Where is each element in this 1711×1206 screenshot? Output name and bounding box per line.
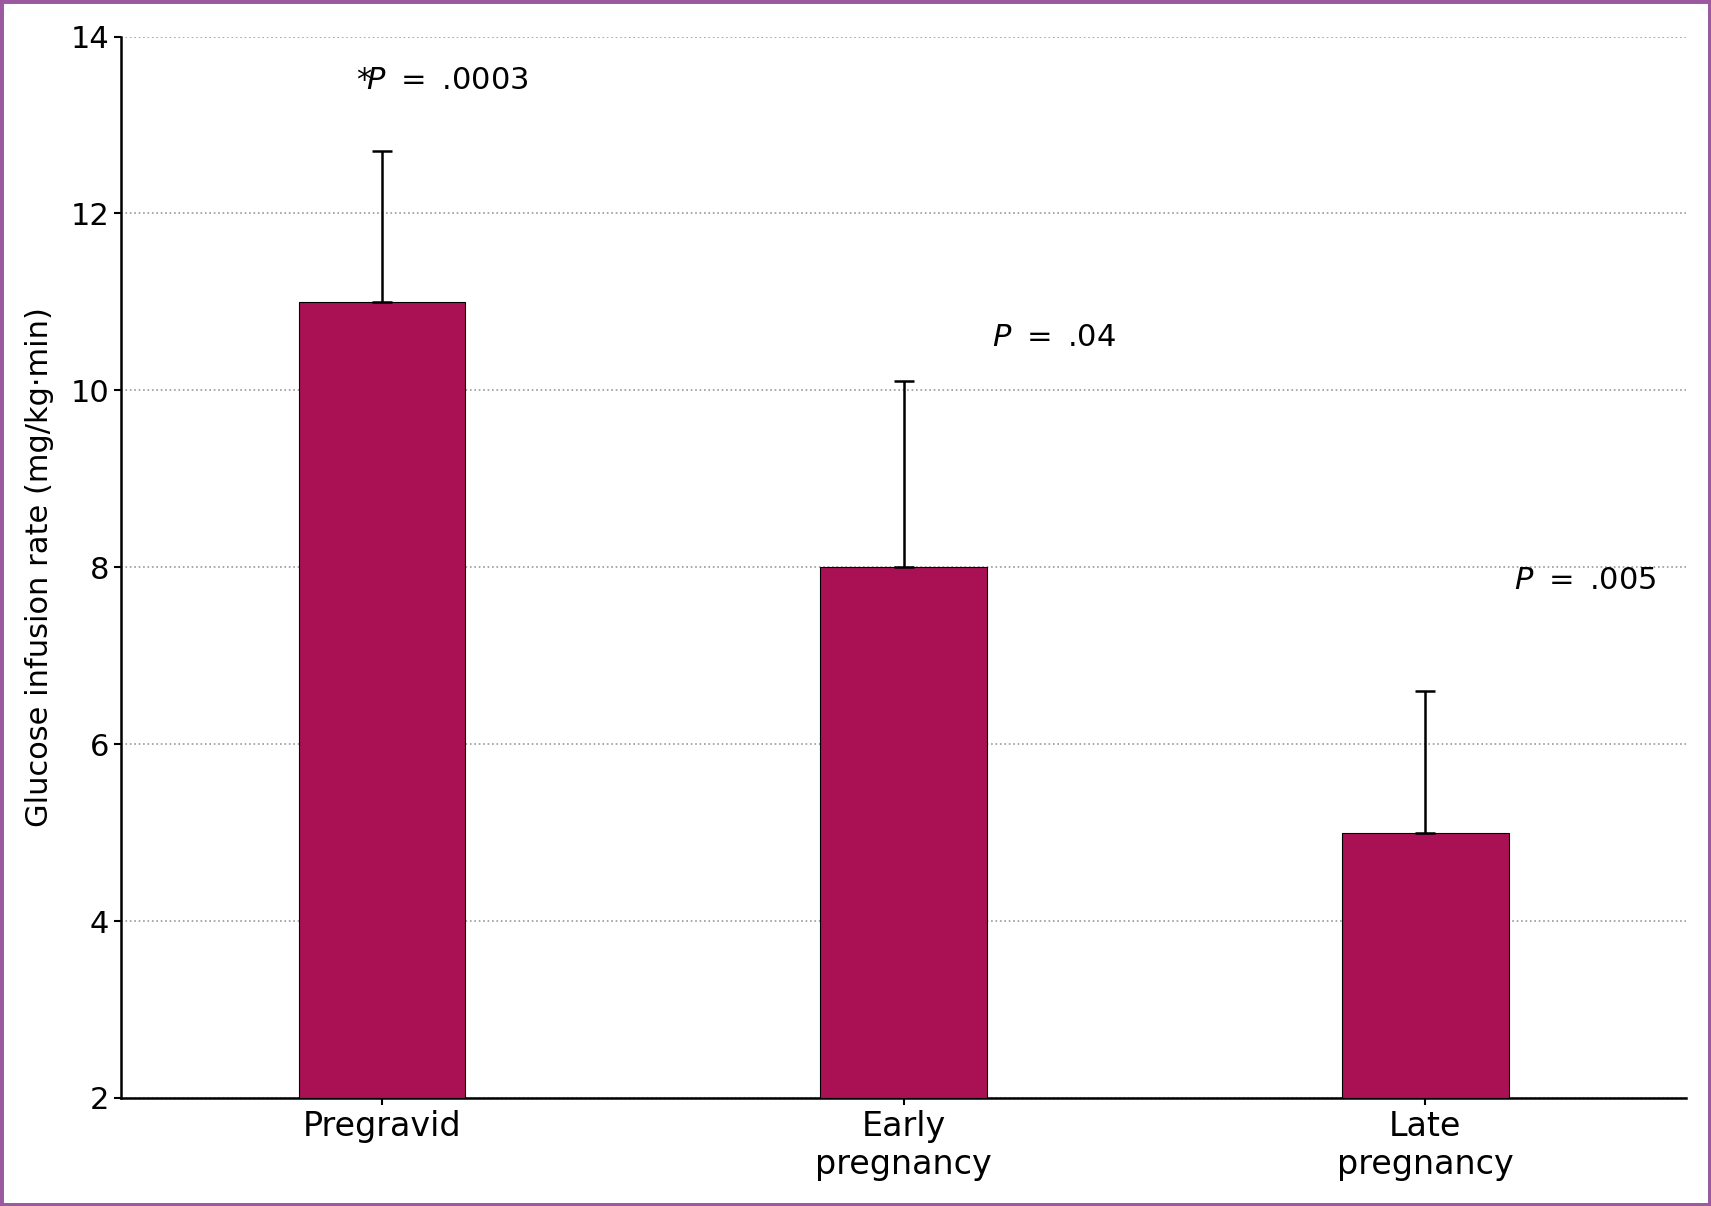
Bar (298, 302, 465, 1097)
Text: $\mathit{P}$ $=$ .04: $\mathit{P}$ $=$ .04 (992, 323, 1116, 352)
Y-axis label: Glucose infusion rate (mg/kg·min): Glucose infusion rate (mg/kg·min) (26, 308, 55, 827)
Bar (820, 567, 987, 1097)
Text: $*\!\mathit{P}$ $=$ .0003: $*\!\mathit{P}$ $=$ .0003 (356, 66, 529, 95)
Bar (1341, 832, 1509, 1097)
Text: $\mathit{P}$ $=$ .005: $\mathit{P}$ $=$ .005 (1514, 566, 1656, 595)
